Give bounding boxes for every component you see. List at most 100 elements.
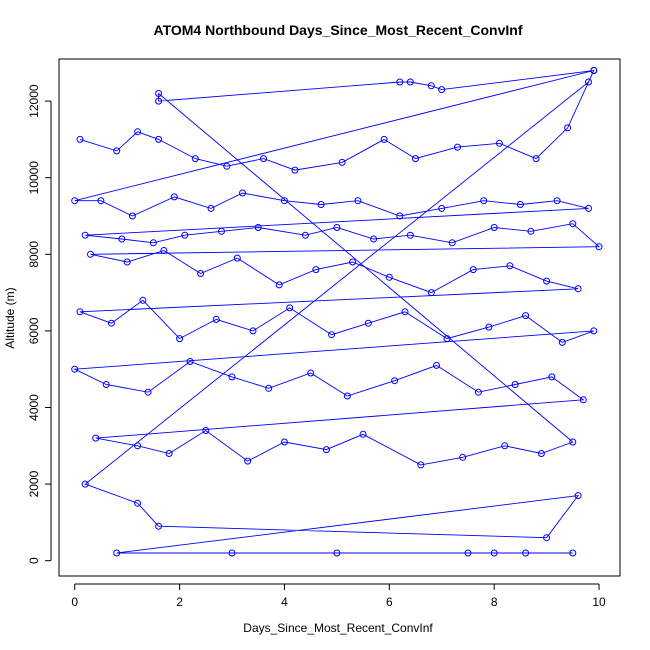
data-point bbox=[527, 227, 535, 235]
data-point bbox=[176, 335, 184, 343]
data-point bbox=[569, 549, 577, 557]
data-point bbox=[254, 224, 262, 231]
series-line bbox=[72, 69, 601, 554]
data-point bbox=[585, 204, 592, 212]
x-tick-label: 4 bbox=[281, 595, 288, 609]
data-point bbox=[579, 396, 587, 404]
data-point bbox=[107, 319, 115, 327]
data-point bbox=[223, 162, 231, 170]
data-point bbox=[76, 308, 84, 316]
y-axis-label: Altitude (m) bbox=[3, 287, 17, 348]
data-point bbox=[286, 304, 294, 312]
data-point bbox=[438, 204, 446, 212]
data-point bbox=[333, 549, 341, 557]
data-point bbox=[134, 128, 142, 136]
y-tick-label: 10000 bbox=[27, 161, 41, 195]
data-point bbox=[543, 534, 551, 542]
x-tick-label: 6 bbox=[386, 595, 393, 609]
chart-title: ATOM4 Northbound Days_Since_Most_Recent_… bbox=[154, 22, 523, 38]
data-point bbox=[558, 338, 566, 346]
data-point bbox=[349, 258, 357, 266]
y-axis: 0 2000 4000 6000 8000 10000 12000 bbox=[27, 84, 52, 564]
data-point bbox=[92, 434, 100, 442]
data-point bbox=[260, 155, 267, 163]
data-point bbox=[511, 381, 519, 388]
data-point bbox=[448, 239, 456, 247]
x-tick-label: 10 bbox=[592, 595, 606, 609]
data-point bbox=[76, 135, 84, 143]
data-point bbox=[317, 201, 325, 208]
data-point bbox=[464, 549, 472, 557]
data-point bbox=[81, 480, 89, 488]
data-point bbox=[595, 243, 603, 251]
data-point bbox=[155, 135, 163, 143]
data-point bbox=[71, 365, 79, 373]
data-point bbox=[155, 90, 163, 97]
data-point bbox=[191, 155, 199, 163]
data-point bbox=[490, 224, 498, 231]
data-point bbox=[228, 549, 236, 557]
y-tick-label: 6000 bbox=[27, 317, 41, 344]
data-point bbox=[102, 381, 110, 388]
data-point bbox=[186, 358, 194, 365]
data-point bbox=[328, 331, 336, 339]
data-point bbox=[396, 78, 404, 86]
data-point bbox=[149, 239, 157, 247]
data-point bbox=[364, 319, 372, 327]
data-point bbox=[480, 197, 488, 205]
data-point bbox=[275, 281, 283, 289]
data-point bbox=[532, 155, 540, 163]
data-point bbox=[212, 315, 220, 323]
y-tick-label: 0 bbox=[27, 557, 41, 564]
data-point bbox=[569, 220, 577, 228]
data-point bbox=[359, 430, 367, 438]
data-point bbox=[87, 250, 94, 258]
data-point bbox=[301, 231, 309, 239]
data-point bbox=[139, 296, 147, 304]
data-point bbox=[354, 197, 362, 205]
data-point bbox=[113, 147, 121, 155]
data-point bbox=[239, 189, 246, 197]
data-point bbox=[474, 388, 482, 396]
data-point bbox=[312, 266, 320, 274]
data-point bbox=[233, 254, 241, 262]
data-point bbox=[406, 78, 414, 86]
data-point bbox=[123, 258, 131, 266]
data-point bbox=[181, 231, 189, 239]
data-point bbox=[391, 377, 399, 385]
data-point bbox=[170, 193, 178, 201]
series-layer bbox=[71, 67, 603, 557]
data-point bbox=[291, 166, 299, 174]
data-point bbox=[495, 139, 503, 147]
data-point bbox=[97, 197, 105, 205]
data-point bbox=[249, 327, 257, 335]
data-point bbox=[585, 78, 592, 86]
data-point bbox=[81, 231, 89, 239]
data-point bbox=[218, 227, 225, 235]
data-point bbox=[322, 446, 330, 454]
data-point bbox=[438, 86, 446, 94]
data-point bbox=[144, 388, 152, 396]
data-point bbox=[401, 308, 409, 316]
data-point bbox=[443, 335, 451, 343]
data-point bbox=[265, 384, 273, 392]
data-point bbox=[307, 369, 315, 377]
y-tick-label: 12000 bbox=[27, 84, 41, 118]
data-point bbox=[165, 450, 173, 457]
data-point bbox=[202, 427, 210, 434]
data-point bbox=[412, 155, 419, 163]
x-axis: 0 2 4 6 8 10 bbox=[71, 583, 606, 609]
data-point bbox=[228, 373, 236, 381]
data-point bbox=[406, 231, 414, 239]
data-point bbox=[155, 97, 163, 105]
data-point bbox=[128, 212, 136, 220]
data-point bbox=[396, 212, 404, 220]
data-point bbox=[490, 549, 498, 557]
data-point bbox=[280, 197, 288, 205]
data-point bbox=[71, 197, 79, 205]
y-tick-label: 2000 bbox=[27, 470, 41, 497]
data-point bbox=[118, 235, 126, 243]
data-point bbox=[574, 285, 582, 293]
data-point bbox=[564, 124, 572, 132]
